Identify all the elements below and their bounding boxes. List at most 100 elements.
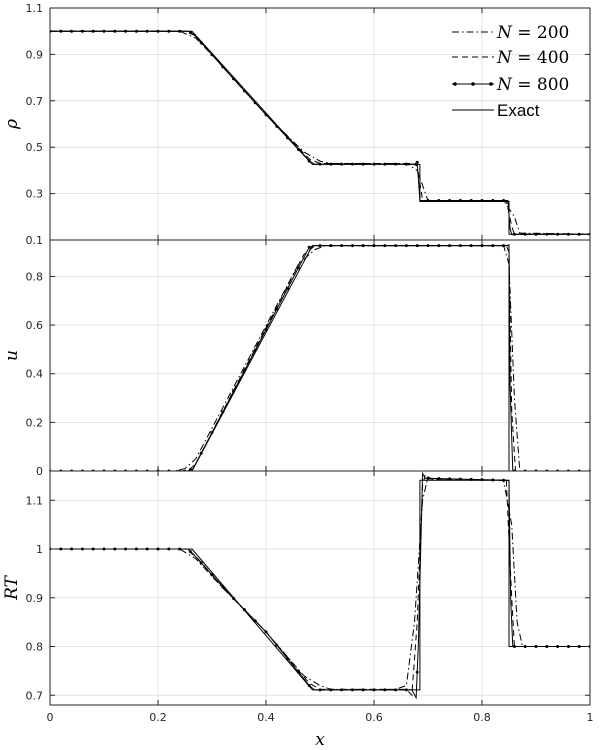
series-point-RT-n800 xyxy=(145,547,149,551)
series-point-rho-n800 xyxy=(70,29,74,33)
y-axis-label-rho: ρ xyxy=(2,119,22,130)
panel-rho: 0.1 0.3 0.5 0.7 0.9 1.1 ρ xyxy=(2,2,591,247)
y-tick-label-u: 0.8 xyxy=(26,270,44,283)
series-point-rho-n800 xyxy=(113,29,117,33)
series-point-u-n800 xyxy=(329,244,333,248)
series-point-rho-n800 xyxy=(199,41,203,45)
series-point-u-n800 xyxy=(502,244,506,248)
series-point-u-n800 xyxy=(264,328,268,332)
series-point-rho-n800 xyxy=(178,29,182,33)
series-point-RT-n800 xyxy=(566,645,570,648)
series-point-u-n800 xyxy=(210,431,214,435)
y-tick-label-RT: 0.9 xyxy=(26,592,44,605)
series-point-rho-n800 xyxy=(491,199,495,203)
series-point-u-n800 xyxy=(426,244,430,248)
series-line-RT-n-200 xyxy=(50,476,590,690)
series-point-u-n800 xyxy=(491,244,495,248)
series-point-rho-n800 xyxy=(167,29,171,33)
series-point-RT-n800 xyxy=(491,478,495,482)
series-point-u-n800 xyxy=(448,244,452,248)
y-tick-label-RT: 0.8 xyxy=(26,641,44,654)
series-point-u-n800 xyxy=(383,244,387,248)
series-point-RT-n800 xyxy=(350,688,354,692)
series-point-RT-n800 xyxy=(91,547,95,551)
series-point-u-n800 xyxy=(242,369,246,373)
series-point-rho-n800 xyxy=(329,162,333,166)
series-point-rho-n800 xyxy=(210,53,214,57)
y-tick-label-RT: 0.7 xyxy=(26,689,44,702)
series-point-u-n800 xyxy=(437,244,441,248)
series-point-RT-n800 xyxy=(545,645,549,648)
series-point-RT-n800 xyxy=(415,670,419,674)
series-point-rho-n800 xyxy=(145,29,149,33)
series-point-rho-n800 xyxy=(102,29,106,33)
series-point-RT-n800 xyxy=(383,688,387,692)
y-tick-label-RT: 1 xyxy=(36,543,43,556)
series-point-rho-n800 xyxy=(134,29,138,33)
series-point-RT-n800 xyxy=(458,477,462,481)
series-point-u-n800 xyxy=(296,266,300,270)
y-axis-label-u: u xyxy=(2,350,22,361)
series-point-RT-n800 xyxy=(372,688,376,692)
series-point-RT-n800 xyxy=(340,688,344,692)
series-point-u-n800 xyxy=(361,244,365,248)
series-line-u-n-400 xyxy=(50,245,590,471)
series-point-rho-n800 xyxy=(394,162,398,166)
series-point-rho-n800 xyxy=(534,232,538,236)
legend-label-n-800: N = 800 xyxy=(496,75,569,95)
y-axis-label-RT: RT xyxy=(2,574,22,601)
series-point-rho-n800 xyxy=(80,29,84,33)
series-point-rho-n800 xyxy=(340,162,344,166)
series-point-RT-n800 xyxy=(70,547,74,551)
y-tick-label-rho: 0.5 xyxy=(26,141,44,154)
series-point-RT-n800 xyxy=(556,645,560,648)
legend-label-n-400: N = 400 xyxy=(496,48,569,68)
series-point-rho-n800 xyxy=(350,162,354,166)
series-point-u-n800 xyxy=(458,244,462,248)
x-tick-label: 0 xyxy=(47,711,54,724)
series-line-RT-n-800 xyxy=(50,471,590,700)
series-point-RT-n800 xyxy=(124,547,128,551)
series-point-RT-n800 xyxy=(210,573,214,577)
series-point-rho-n800 xyxy=(232,77,236,81)
panel-RT: 0.7 0.8 0.9 1 1.1 RT xyxy=(2,470,591,706)
series-point-RT-n800 xyxy=(448,477,452,481)
series-point-rho-n800 xyxy=(286,136,290,140)
series-point-RT-n800 xyxy=(199,561,203,565)
y-tick-label-u: 0.2 xyxy=(26,416,44,429)
series-point-RT-n800 xyxy=(426,476,430,480)
series-point-RT-n800 xyxy=(59,547,63,551)
series-point-RT-n800 xyxy=(534,645,538,648)
series-point-rho-n800 xyxy=(458,199,462,203)
series-group-RT xyxy=(50,471,590,700)
series-point-rho-n800 xyxy=(415,160,419,164)
series-point-rho-n800 xyxy=(221,65,225,69)
series-point-RT-n800 xyxy=(296,670,300,674)
series-point-u-n800 xyxy=(415,244,419,248)
series-point-RT-n800 xyxy=(221,585,225,589)
series-point-u-n800 xyxy=(480,244,484,248)
series-point-rho-n800 xyxy=(59,29,63,33)
series-point-RT-n800 xyxy=(113,547,117,551)
x-tick-label: 0.6 xyxy=(365,711,383,724)
series-point-RT-n800 xyxy=(80,547,84,551)
series-point-RT-n800 xyxy=(307,684,311,687)
series-point-rho-n800 xyxy=(253,101,257,105)
x-tick-label: 0.2 xyxy=(149,711,167,724)
series-point-rho-n800 xyxy=(264,113,268,117)
series-point-RT-n800 xyxy=(156,547,160,551)
series-point-rho-n800 xyxy=(577,232,581,236)
x-axis-label: x xyxy=(315,730,325,750)
series-point-RT-n800 xyxy=(318,688,322,692)
series-point-rho-n800 xyxy=(383,162,387,166)
series-point-RT-n800 xyxy=(253,619,257,623)
axes-frame-RT xyxy=(49,470,591,706)
series-point-RT-n800 xyxy=(469,477,473,481)
series-point-RT-n800 xyxy=(361,688,365,692)
series-point-rho-n800 xyxy=(556,232,560,236)
series-point-u-n800 xyxy=(469,244,473,248)
legend: N = 200 N = 400 N = 800 Exact xyxy=(452,23,569,120)
series-point-rho-n800 xyxy=(480,199,484,203)
series-point-RT-n800 xyxy=(188,549,192,553)
